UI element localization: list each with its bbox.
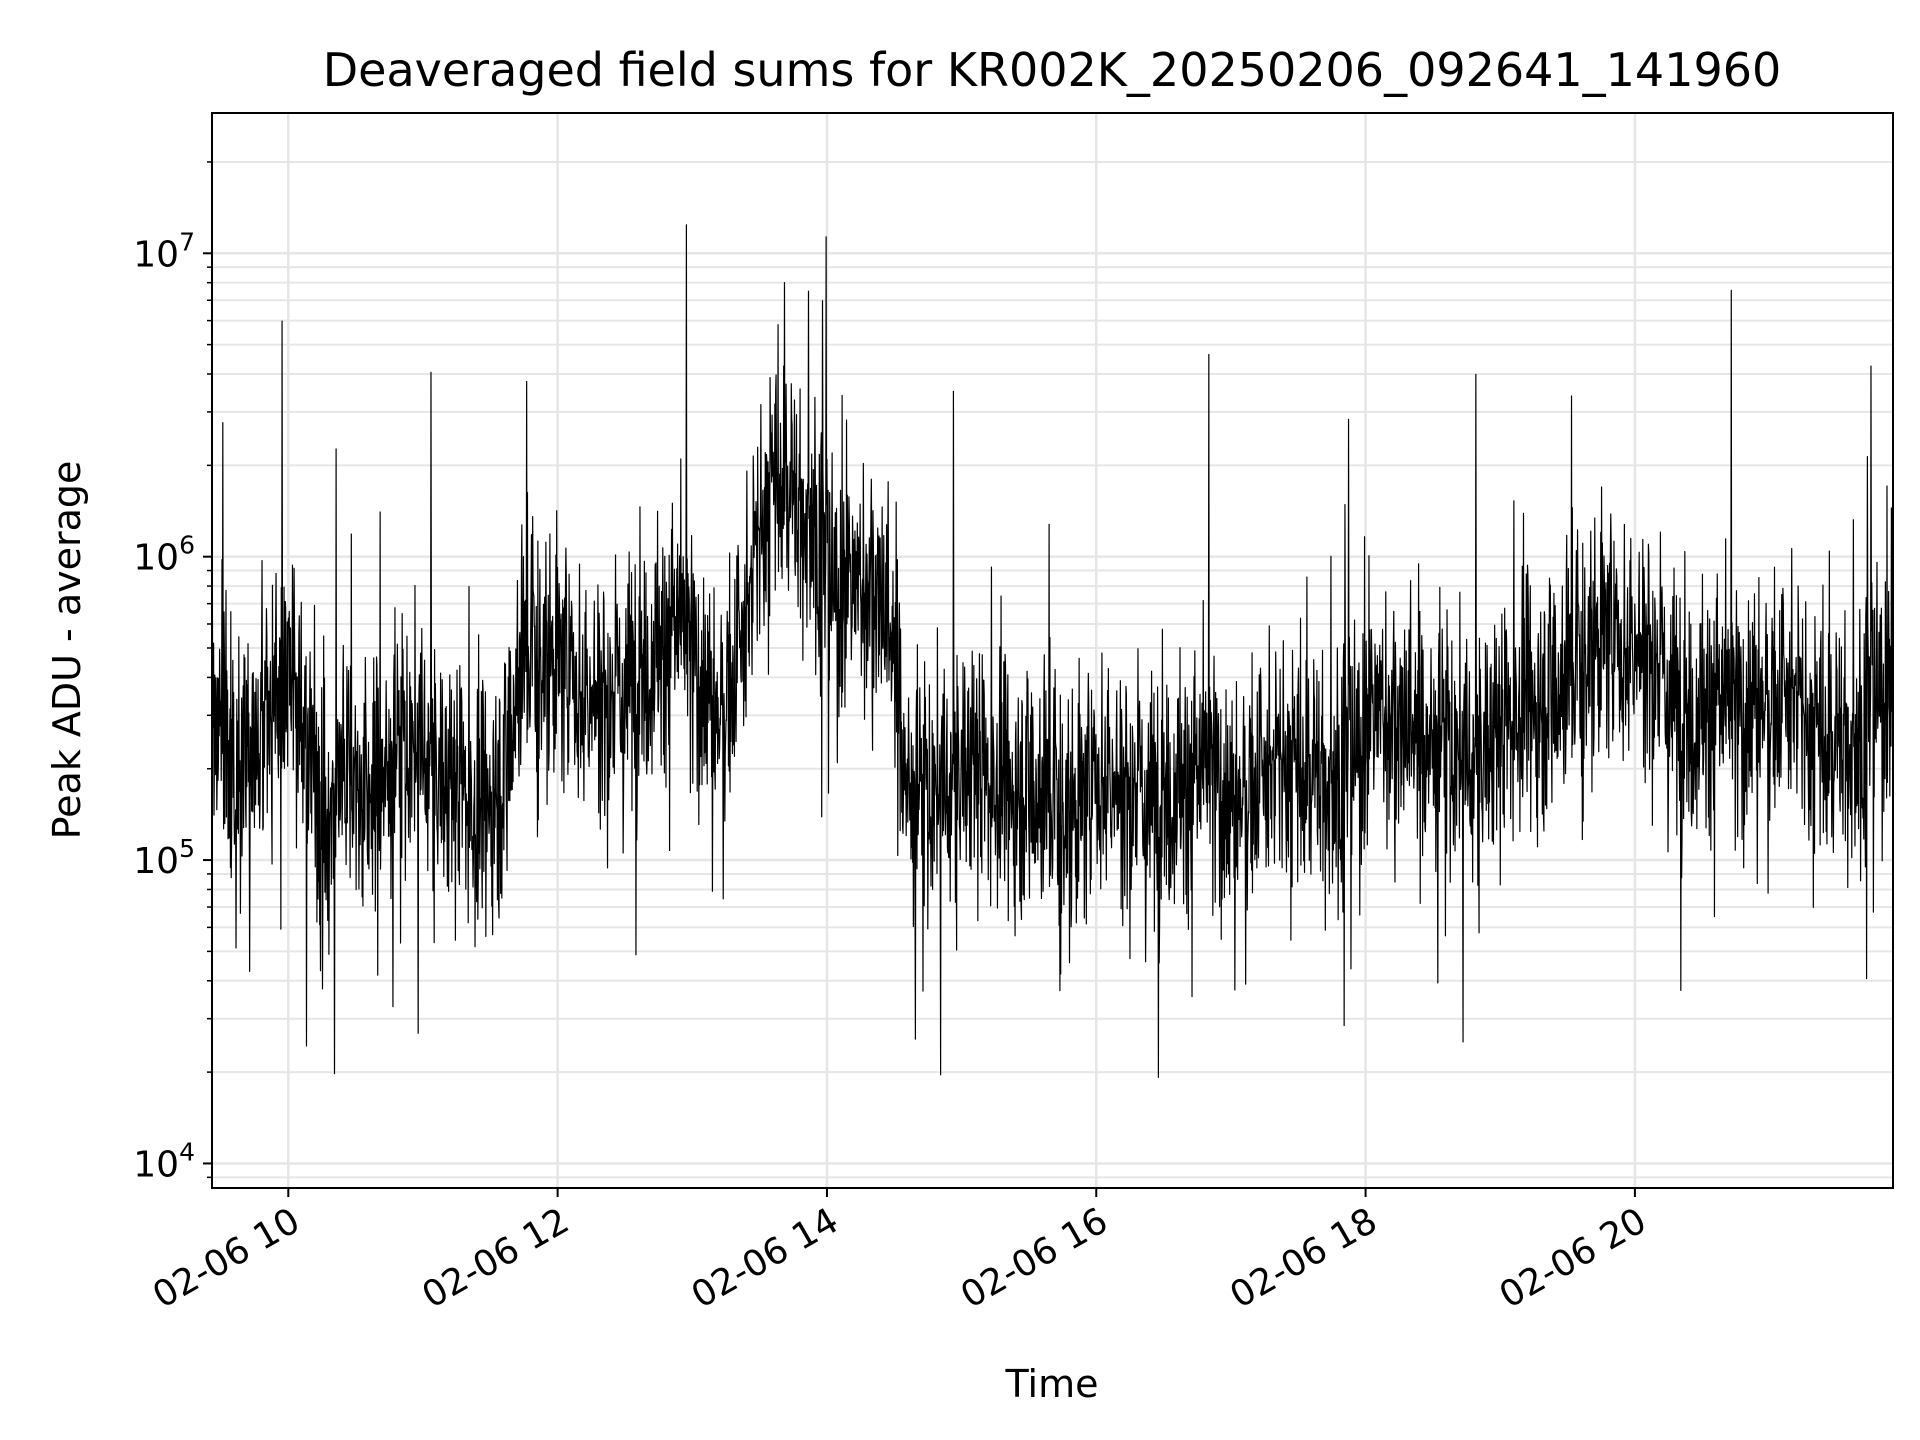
x-axis-label: Time <box>1005 1362 1099 1406</box>
series-trace <box>211 224 1894 1079</box>
y-tick-label: 104 <box>133 1137 195 1185</box>
series-line <box>211 224 1894 1079</box>
y-tick-label: 105 <box>133 834 195 882</box>
plot-frame <box>211 112 1894 1189</box>
chart-title: Deaveraged field sums for KR002K_2025020… <box>323 43 1782 97</box>
y-axis-ticks: 104 105 106 107 <box>133 161 212 1185</box>
y-tick-label: 106 <box>133 531 195 579</box>
y-axis-label: Peak ADU - average <box>45 461 89 840</box>
y-tick-label: 107 <box>133 227 195 275</box>
